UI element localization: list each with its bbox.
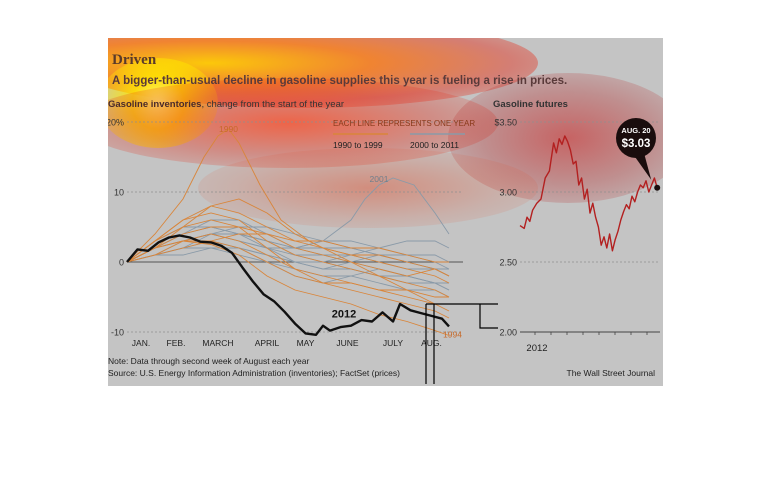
month-tick-label: JAN. — [132, 338, 150, 348]
chart-title: Driven — [112, 52, 157, 68]
right-x-label: 2012 — [526, 343, 547, 354]
right-y-tick-label: 2.00 — [499, 328, 517, 338]
credit-line: The Wall Street Journal — [566, 368, 656, 378]
month-tick-label: AUG. — [421, 338, 442, 348]
line-annotation: 1994 — [443, 330, 462, 340]
footnote: Note: Data through second week of August… — [108, 356, 310, 366]
callout-value: $3.03 — [622, 138, 651, 150]
right-y-tick-label: 2.50 — [499, 258, 517, 268]
series-1990s-line — [126, 205, 450, 277]
callout-date: AUG. 20 — [621, 126, 650, 135]
left-heading-bold: Gasoline inventories — [108, 99, 202, 110]
series-2012-line — [126, 234, 450, 336]
left-heading-rest: , change from the start of the year — [201, 99, 345, 110]
right-y-tick-label: $3.50 — [494, 118, 517, 128]
source-line: Source: U.S. Energy Information Administ… — [108, 368, 400, 378]
series-1990s-line — [126, 128, 450, 312]
chart-canvas: 20% 10 0 -10 JAN. FEB. MARCH APRIL MAY JUNE JULY AU… — [108, 118, 661, 354]
callout-bubble — [616, 118, 656, 158]
series-1990s-line — [126, 240, 449, 298]
left-chart-heading: Gasoline inventories, change from the st… — [108, 99, 344, 110]
left-y-tick-label: 10 — [114, 188, 124, 198]
line-annotation: 2012 — [332, 308, 356, 320]
month-tick-label: APRIL — [255, 338, 280, 348]
futures-endpoint-dot — [654, 184, 661, 191]
futures-line — [519, 135, 658, 252]
series-2000s-line — [126, 177, 450, 263]
callout-pointer — [633, 153, 652, 180]
series-1990s-line — [126, 198, 450, 284]
month-tick-label: FEB. — [167, 338, 186, 348]
legend-label: 2000 to 2011 — [410, 140, 459, 150]
left-y-tick-label: 0 — [119, 258, 124, 268]
legend-title: EACH LINE REPRESENTS ONE YEAR — [333, 119, 475, 128]
left-y-tick-label: -10 — [111, 328, 124, 338]
right-chart-heading: Gasoline futures — [493, 99, 568, 110]
month-tick-label: JUNE — [336, 338, 359, 348]
line-annotation: 2001 — [370, 174, 389, 184]
left-y-tick-label: 20% — [108, 118, 124, 128]
chart-subtitle: A bigger-than-usual decline in gasoline … — [112, 75, 568, 87]
series-1990s-line — [126, 226, 450, 277]
month-tick-label: MARCH — [202, 338, 233, 348]
line-annotation: 1990 — [219, 124, 238, 134]
right-y-tick-label: 3.00 — [499, 188, 517, 198]
series-1990s-line — [126, 219, 450, 319]
month-tick-label: MAY — [297, 338, 315, 348]
legend-label: 1990 to 1999 — [333, 140, 383, 150]
month-tick-label: JULY — [383, 338, 403, 348]
